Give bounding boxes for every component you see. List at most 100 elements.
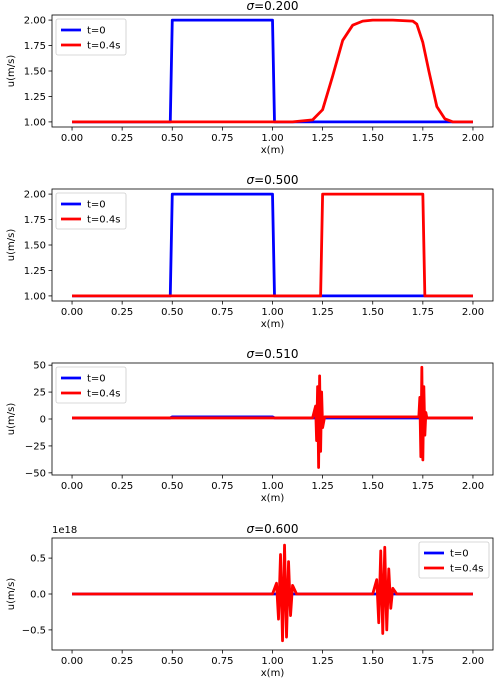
- title-value: =0.200: [254, 0, 298, 13]
- subplot-3: σ=0.510 0.00 0.25 0.50 0.75 1.00 1.25 1.50 1.75 2…: [6, 347, 494, 504]
- x-tick-label: 1.00: [261, 656, 283, 667]
- legend-label: t=0: [87, 374, 106, 385]
- plot-frame: [51, 188, 494, 302]
- title-value: =0.500: [254, 173, 298, 187]
- x-tick-label: 1.50: [362, 307, 384, 318]
- chart-title: σ=0.600: [246, 522, 298, 536]
- x-axis-label: x(m): [261, 493, 285, 504]
- x-tick-label: 1.75: [412, 307, 434, 318]
- x-tick-label: 1.00: [261, 133, 283, 144]
- x-tick-label: 0.50: [161, 133, 183, 144]
- x-tick-label: 1.50: [362, 133, 384, 144]
- y-tick-label: 1.00: [24, 291, 46, 302]
- x-tick-label: 1.25: [311, 656, 333, 667]
- y-tick-label: 2.00: [24, 190, 46, 201]
- x-tick-label: 0.00: [61, 307, 83, 318]
- x-tick-label: 0.50: [161, 656, 183, 667]
- legend-label: t=0.4s: [450, 564, 483, 575]
- x-tick-label: 1.75: [412, 481, 434, 492]
- x-tick-label: 1.75: [412, 656, 434, 667]
- x-axis-label: x(m): [261, 668, 285, 679]
- x-tick-label: 0.50: [161, 481, 183, 492]
- y-tick-label: −25: [25, 441, 46, 452]
- y-tick-label: 25: [33, 388, 46, 399]
- x-tick-label: 0.25: [111, 307, 133, 318]
- x-tick-label: 0.75: [211, 133, 233, 144]
- series-line-2: [72, 18, 473, 124]
- x-tick-label: 0.00: [61, 133, 83, 144]
- title-symbol: σ: [246, 522, 254, 536]
- legend: t=0 t=0.4s: [55, 366, 127, 404]
- x-tick-label: 1.25: [311, 133, 333, 144]
- x-axis-label: x(m): [261, 319, 285, 330]
- y-tick-label: 1.25: [24, 92, 46, 103]
- y-tick-label: −0.5: [22, 625, 46, 636]
- series-group: [72, 18, 473, 124]
- y-tick-label: 1.50: [24, 67, 46, 78]
- x-tick-label: 1.50: [362, 656, 384, 667]
- chart-title: σ=0.510: [246, 347, 298, 361]
- y-tick-label: 50: [33, 361, 46, 372]
- subplot-4: σ=0.600 0.00 0.25 0.50 0.75 1.00 1.25 1.50 1.75 2…: [6, 522, 494, 679]
- y-tick-label: 1.25: [24, 266, 46, 277]
- x-tick-label: 2.00: [462, 133, 484, 144]
- plot-frame: [51, 14, 494, 128]
- x-tick-label: 1.00: [261, 481, 283, 492]
- series-group: [72, 365, 473, 469]
- y-tick-label: 0.5: [30, 554, 46, 565]
- x-tick-label: 0.25: [111, 133, 133, 144]
- series-line-2: [72, 543, 473, 643]
- series-line-1: [72, 192, 473, 298]
- y-tick-label: 1.50: [24, 241, 46, 252]
- y-tick-label: 1.75: [24, 215, 46, 226]
- x-tick-label: 0.75: [211, 307, 233, 318]
- legend: t=0 t=0.4s: [55, 192, 127, 230]
- x-tick-label: 1.00: [261, 307, 283, 318]
- y-axis-label: u(m/s): [6, 403, 17, 436]
- y-tick-label: 2.00: [24, 16, 46, 27]
- chart-title: σ=0.500: [246, 173, 298, 187]
- legend: t=0 t=0.4s: [418, 541, 490, 579]
- x-tick-label: 1.25: [311, 307, 333, 318]
- plot-frame: [51, 537, 494, 651]
- legend-label: t=0.4s: [87, 215, 120, 226]
- title-value: =0.510: [254, 347, 298, 361]
- x-tick-label: 0.00: [61, 481, 83, 492]
- subplot-1: σ=0.200 0.00 0.25 0.50 0.75 1.00 1.25 1.50 1.75 2…: [6, 0, 494, 156]
- x-tick-label: 1.50: [362, 481, 384, 492]
- legend-label: t=0: [450, 549, 469, 560]
- y-axis-label: u(m/s): [6, 229, 17, 262]
- subplot-2: σ=0.500 0.00 0.25 0.50 0.75 1.00 1.25 1.50 1.75 2…: [6, 173, 494, 330]
- legend-label: t=0.4s: [87, 389, 120, 400]
- series-line-1: [72, 18, 473, 124]
- y-tick-label: 0: [40, 415, 46, 426]
- plot-frame: [51, 362, 494, 476]
- y-tick-label: −50: [25, 468, 46, 479]
- series-line-2: [72, 192, 473, 298]
- x-tick-label: 2.00: [462, 307, 484, 318]
- y-tick-label: 0.0: [30, 590, 46, 601]
- series-line-2: [72, 365, 473, 469]
- y-axis-label: u(m/s): [6, 55, 17, 88]
- title-symbol: σ: [246, 347, 254, 361]
- x-axis-label: x(m): [261, 145, 285, 156]
- x-tick-label: 0.75: [211, 656, 233, 667]
- title-value: =0.600: [254, 522, 298, 536]
- series-group: [72, 192, 473, 298]
- x-tick-label: 0.25: [111, 481, 133, 492]
- x-tick-label: 0.25: [111, 656, 133, 667]
- x-tick-label: 2.00: [462, 656, 484, 667]
- chart-title: σ=0.200: [246, 0, 298, 13]
- legend-label: t=0: [87, 26, 106, 37]
- legend-label: t=0.4s: [87, 41, 120, 52]
- y-multiplier-label: 1e18: [52, 525, 77, 536]
- series-group: [72, 543, 473, 643]
- x-tick-label: 1.75: [412, 133, 434, 144]
- title-symbol: σ: [246, 173, 254, 187]
- legend-label: t=0: [87, 200, 106, 211]
- title-symbol: σ: [246, 0, 254, 13]
- y-tick-label: 1.00: [24, 117, 46, 128]
- x-tick-label: 1.25: [311, 481, 333, 492]
- y-tick-label: 1.75: [24, 41, 46, 52]
